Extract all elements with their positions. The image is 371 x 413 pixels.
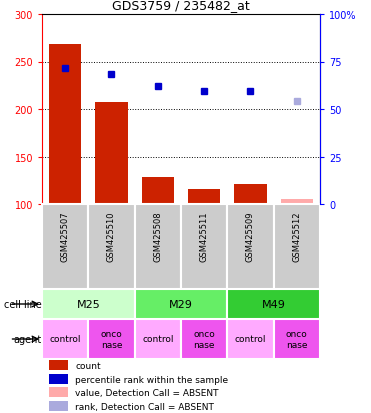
Bar [49,361,68,370]
Text: M25: M25 [76,299,100,309]
Text: rank, Detection Call = ABSENT: rank, Detection Call = ABSENT [75,402,214,411]
Bar [135,204,181,289]
Text: GSM425511: GSM425511 [200,211,209,262]
Bar [49,374,68,384]
Bar [274,319,320,359]
Text: GSM425510: GSM425510 [107,211,116,262]
Text: agent: agent [14,334,42,344]
Bar [42,204,88,289]
Bar [181,319,227,359]
Text: M29: M29 [169,299,193,309]
Bar [227,319,274,359]
Bar [274,204,320,289]
Text: cell line: cell line [4,299,42,309]
Bar [88,319,135,359]
Text: GSM425507: GSM425507 [61,211,70,262]
Text: GSM425508: GSM425508 [153,211,162,262]
Bar [95,103,128,204]
Bar [49,387,68,397]
Text: onco
nase: onco nase [101,330,122,349]
Text: GSM425512: GSM425512 [292,211,301,262]
Bar [49,401,68,411]
Title: GDS3759 / 235482_at: GDS3759 / 235482_at [112,0,250,12]
Bar [135,289,227,319]
Text: value, Detection Call = ABSENT: value, Detection Call = ABSENT [75,388,219,397]
Bar [234,185,267,204]
Text: onco
nase: onco nase [193,330,215,349]
Bar [280,200,313,204]
Bar [42,289,135,319]
Text: M49: M49 [262,299,286,309]
Bar [188,189,220,204]
Text: percentile rank within the sample: percentile rank within the sample [75,375,229,384]
Text: control: control [142,335,174,344]
Text: onco
nase: onco nase [286,330,308,349]
Text: control: control [49,335,81,344]
Bar [142,178,174,204]
Bar [181,204,227,289]
Bar [227,289,320,319]
Bar [135,319,181,359]
Text: count: count [75,361,101,370]
Text: control: control [235,335,266,344]
Bar [227,204,274,289]
Bar [88,204,135,289]
Text: GSM425509: GSM425509 [246,211,255,262]
Bar [49,45,81,204]
Bar [42,319,88,359]
